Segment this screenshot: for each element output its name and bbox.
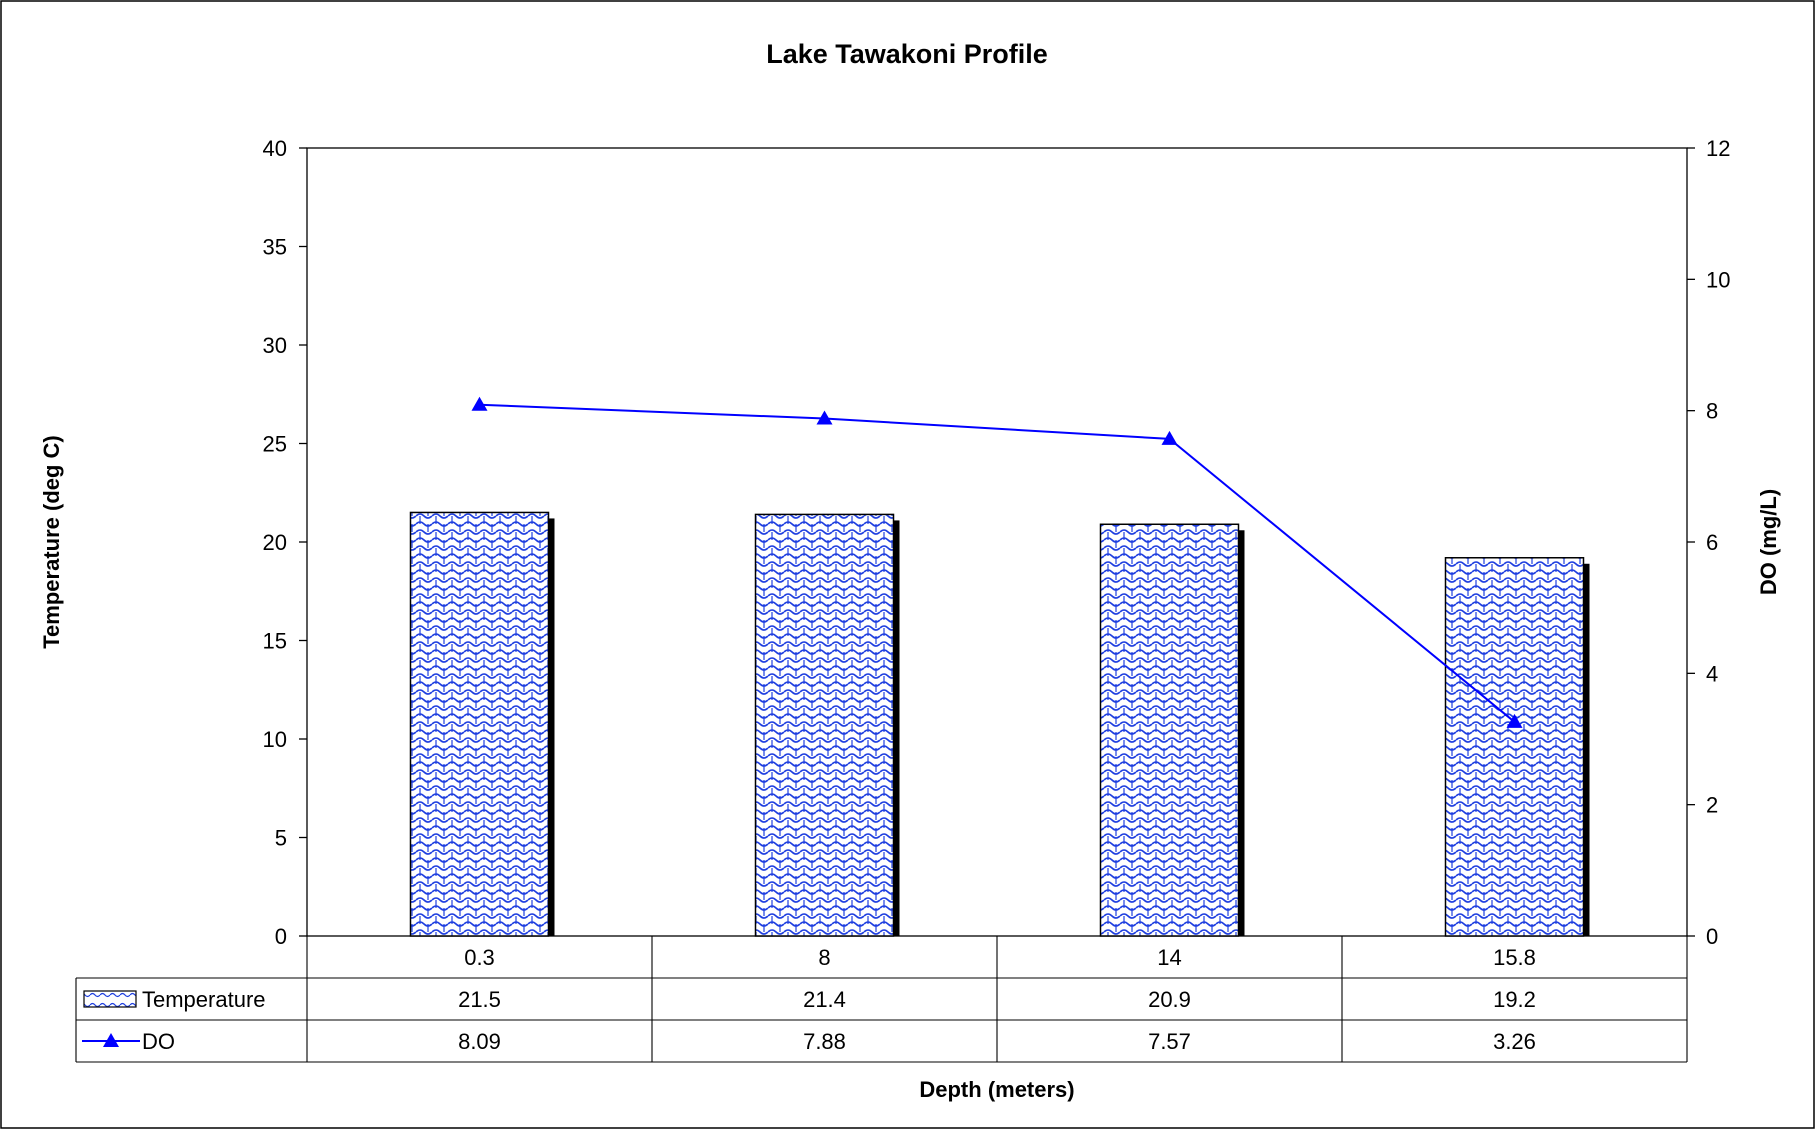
x-tick-label: 14 <box>1157 945 1181 970</box>
y2-tick-label: 6 <box>1706 530 1718 555</box>
y-tick-label: 35 <box>263 235 287 260</box>
y-tick-label: 40 <box>263 136 287 161</box>
data-label: 3.26 <box>1493 1029 1536 1054</box>
x-tick-label: 15.8 <box>1493 945 1536 970</box>
y-axis-title: Temperature (deg C) <box>39 435 64 649</box>
y2-axis: 0 2 4 6 8 10 12 <box>1687 136 1730 949</box>
y2-tick-label: 0 <box>1706 924 1718 949</box>
data-label: 7.88 <box>803 1029 846 1054</box>
y-tick-label: 25 <box>263 432 287 457</box>
legend-key-do-marker <box>103 1033 119 1047</box>
y2-tick-label: 4 <box>1706 661 1718 686</box>
do-line <box>479 403 1516 723</box>
x-axis-title: Depth (meters) <box>919 1077 1074 1102</box>
temperature-bar <box>409 511 550 937</box>
y-axis: 0 5 10 15 20 25 30 35 40 <box>263 136 307 949</box>
legend-label: Temperature <box>142 987 266 1012</box>
data-label: 21.5 <box>458 987 501 1012</box>
y-tick-label: 10 <box>263 727 287 752</box>
temperature-bar <box>1444 557 1585 937</box>
y-tick-label: 15 <box>263 629 287 654</box>
legend-label: DO <box>142 1029 175 1054</box>
legend-key-temperature <box>83 990 137 1008</box>
y-tick-label: 5 <box>275 826 287 851</box>
do-point <box>816 410 833 425</box>
y2-tick-label: 10 <box>1706 267 1730 292</box>
x-tick-label: 8 <box>818 945 830 970</box>
data-table: 0.3 8 14 15.8 Temperature 21.5 21.4 20.9 19.2 DO 8… <box>75 935 1688 1063</box>
y2-tick-label: 2 <box>1706 793 1718 818</box>
data-label: 7.57 <box>1148 1029 1191 1054</box>
temperature-bar <box>1099 523 1240 937</box>
chart-title: Lake Tawakoni Profile <box>766 39 1048 69</box>
y2-axis-title: DO (mg/L) <box>1756 489 1781 595</box>
data-label: 20.9 <box>1148 987 1191 1012</box>
do-line-series <box>471 396 1523 728</box>
data-label: 8.09 <box>458 1029 501 1054</box>
do-point <box>1161 430 1178 445</box>
do-point <box>471 396 488 411</box>
temperature-bars <box>409 511 1590 937</box>
x-tick-label: 0.3 <box>464 945 495 970</box>
y-tick-label: 30 <box>263 333 287 358</box>
y-tick-label: 0 <box>275 924 287 949</box>
do-point <box>1506 713 1523 728</box>
temperature-bar <box>754 513 895 937</box>
y-tick-label: 20 <box>263 530 287 555</box>
y2-tick-label: 8 <box>1706 399 1718 424</box>
data-label: 19.2 <box>1493 987 1536 1012</box>
y2-tick-label: 12 <box>1706 136 1730 161</box>
data-label: 21.4 <box>803 987 846 1012</box>
